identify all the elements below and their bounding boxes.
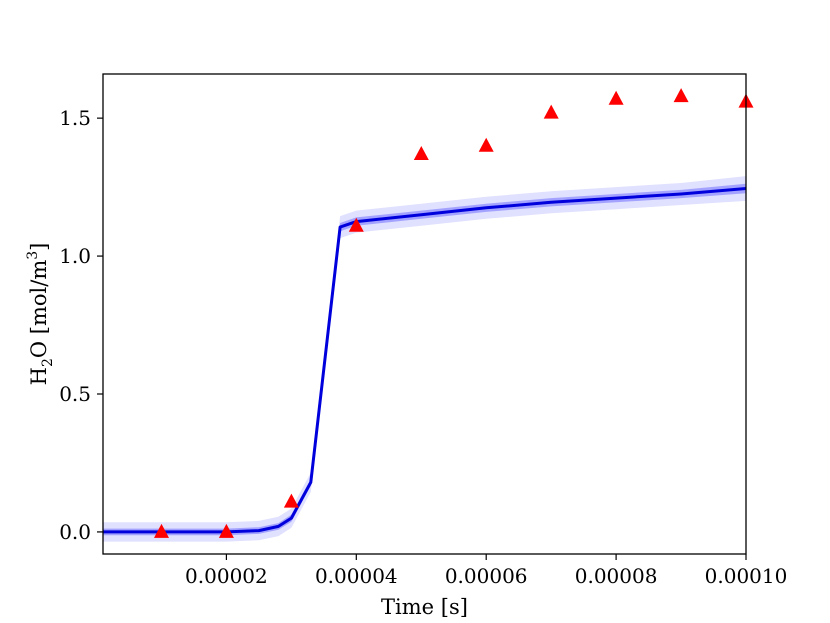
- y-tick-label: 1.5: [59, 106, 91, 130]
- x-axis: 0.00002 0.00004 0.00006 0.00008 0.00010: [185, 554, 787, 588]
- y-tick-label: 0.5: [59, 382, 91, 406]
- x-axis-label: Time [s]: [381, 595, 468, 619]
- x-tick-label: 0.00004: [315, 564, 398, 588]
- y-axis: 0.0 0.5 1.0 1.5: [59, 106, 103, 544]
- triangle-marker: [413, 146, 429, 160]
- plot-frame: [102, 73, 747, 555]
- line-series: [103, 187, 746, 534]
- y-axis-label: H2O [mol/m3]: [25, 243, 56, 386]
- triangle-marker: [673, 88, 689, 103]
- triangle-marker: [543, 104, 559, 119]
- triangle-marker: [218, 523, 234, 538]
- triangle-marker: [478, 137, 494, 152]
- observed-points: [154, 88, 754, 538]
- x-tick-label: 0.00010: [705, 564, 788, 588]
- confidence-band-2: [103, 183, 746, 536]
- x-tick-label: 0.00006: [445, 564, 528, 588]
- triangle-marker: [154, 523, 169, 538]
- triangle-marker: [348, 217, 364, 232]
- x-tick-label: 0.00008: [575, 564, 658, 588]
- x-tick-label: 0.00002: [185, 564, 268, 588]
- y-tick-label: 1.0: [59, 244, 91, 268]
- model-line: [103, 187, 746, 534]
- triangle-marker: [283, 493, 299, 508]
- triangle-marker: [608, 90, 624, 105]
- y-tick-label: 0.0: [59, 520, 91, 544]
- confidence-band-1: [103, 176, 746, 542]
- confidence-bands: [103, 176, 746, 542]
